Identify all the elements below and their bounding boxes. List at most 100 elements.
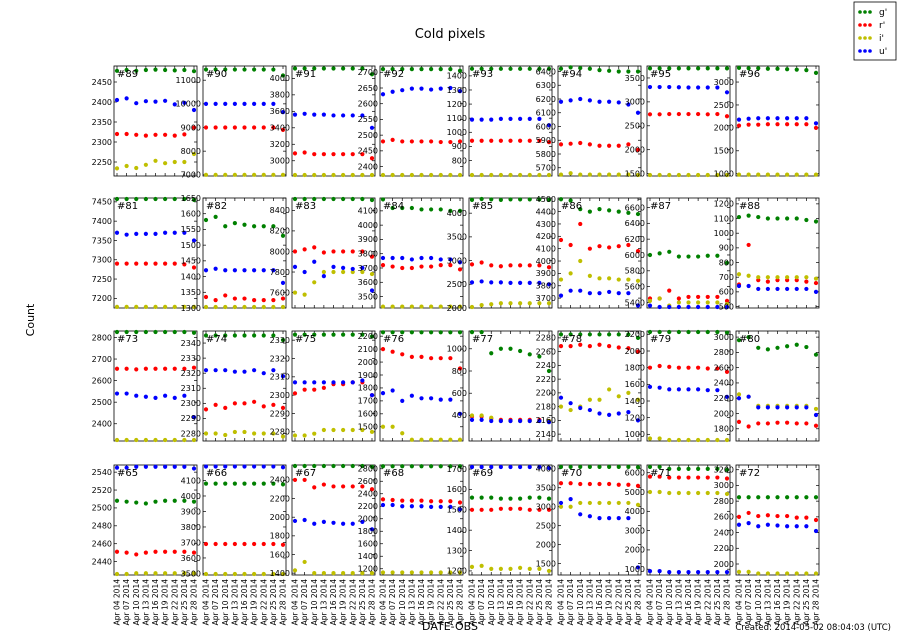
data-point [736, 392, 742, 397]
data-point [419, 86, 424, 91]
data-point [626, 410, 631, 415]
data-point [518, 506, 523, 511]
y-tick-label: 11000 [176, 76, 201, 85]
data-point [448, 570, 453, 575]
data-point [647, 365, 653, 370]
data-point [203, 571, 209, 577]
panel-label: #73 [117, 334, 138, 345]
legend-marker [868, 36, 872, 40]
data-point [438, 304, 443, 309]
data-point [223, 224, 228, 229]
y-tick-label: 1000 [625, 430, 645, 439]
y-tick-label: 4300 [536, 220, 556, 229]
data-point [705, 253, 710, 258]
data-point [587, 273, 592, 278]
data-point [756, 286, 761, 292]
data-point [312, 431, 317, 436]
data-point [696, 365, 701, 370]
data-point [597, 244, 602, 249]
y-tick-label: 4200 [536, 232, 556, 241]
data-point [469, 66, 475, 71]
data-point [341, 463, 346, 469]
data-point [635, 565, 641, 570]
data-point [686, 172, 691, 178]
data-point [626, 482, 631, 487]
data-point [667, 304, 672, 310]
data-point [213, 67, 218, 72]
data-point [252, 399, 257, 404]
y-tick-label: 2200 [358, 502, 378, 511]
y-tick-label: 4000 [625, 507, 645, 516]
data-point [223, 172, 228, 177]
data-point [736, 514, 742, 519]
data-point [568, 344, 573, 349]
data-point [657, 251, 662, 256]
data-point [242, 571, 247, 577]
data-point [489, 302, 494, 307]
data-point [312, 387, 317, 392]
y-tick-label: 3000 [625, 98, 645, 107]
data-point [715, 490, 720, 496]
data-point [587, 209, 592, 214]
y-tick-label: 1600 [270, 550, 290, 559]
data-point [804, 122, 809, 127]
data-point [647, 66, 653, 71]
y-tick-label: 4500 [536, 195, 556, 204]
data-point [252, 464, 257, 469]
data-point [242, 125, 247, 130]
data-point [469, 464, 475, 470]
data-point [134, 329, 139, 335]
data-point [429, 264, 434, 269]
data-point [153, 499, 158, 504]
data-point [143, 99, 148, 104]
data-point [191, 437, 197, 443]
data-point [172, 102, 177, 107]
data-point [457, 139, 463, 144]
data-point [400, 570, 405, 575]
data-point [163, 329, 168, 335]
data-point [498, 280, 503, 285]
data-point [527, 352, 532, 357]
data-point [292, 66, 298, 71]
y-tick-label: 1200 [714, 200, 734, 209]
y-tick-label: 2450 [92, 78, 112, 87]
data-point [746, 213, 751, 218]
y-tick-label: 3700 [181, 538, 201, 547]
data-point [114, 196, 120, 202]
data-point [380, 464, 386, 469]
data-point [242, 464, 247, 469]
data-point [607, 276, 612, 281]
data-point [746, 242, 751, 248]
data-point [568, 65, 573, 70]
data-point [312, 380, 317, 385]
data-point [252, 101, 257, 106]
data-point [676, 66, 681, 71]
data-point [775, 513, 780, 519]
data-point [558, 99, 564, 104]
y-tick-label: 2330 [181, 354, 201, 363]
data-point [341, 249, 346, 254]
data-point [369, 156, 375, 161]
data-point [775, 523, 780, 528]
data-point [223, 481, 228, 486]
data-point [191, 265, 197, 270]
data-point [114, 366, 120, 371]
data-point [479, 464, 484, 470]
data-point [400, 504, 405, 509]
data-point [380, 391, 386, 396]
data-point [676, 254, 681, 259]
data-point [696, 329, 701, 335]
y-tick-label: 3800 [358, 250, 378, 259]
data-point [626, 332, 631, 337]
data-point [163, 304, 168, 309]
data-point [647, 474, 653, 479]
data-point [292, 463, 298, 469]
data-point [271, 224, 276, 229]
panel: 1800 2000 2200 2400 2600 2800 3000 #80 [714, 330, 820, 442]
panel-label: #90 [206, 69, 227, 80]
data-point [419, 264, 424, 269]
y-tick-label: 6400 [625, 219, 645, 228]
legend-label: r' [879, 21, 885, 31]
data-point [280, 434, 286, 439]
data-point [667, 466, 672, 471]
